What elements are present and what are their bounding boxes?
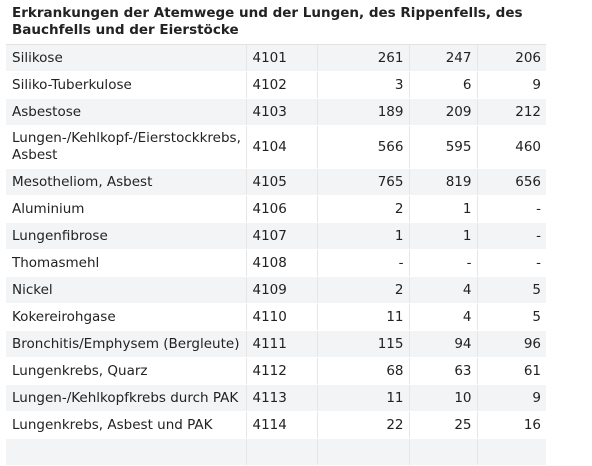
value-cell-1: 189 bbox=[317, 98, 410, 126]
value-cell-2: 63 bbox=[409, 357, 478, 385]
value-cell-1: 2 bbox=[317, 276, 410, 304]
disease-name-cell: Asbestose bbox=[6, 98, 247, 126]
value-cell-1: 3 bbox=[317, 71, 410, 99]
table-row: Bronchitis/Emphysem (Bergleute) 4111 115… bbox=[6, 330, 547, 358]
table-row: Kokereirohgase 4110 11 4 5 bbox=[6, 303, 547, 331]
table-row: Asbestose 4103 189 209 212 bbox=[6, 98, 547, 126]
value-cell-3: 16 bbox=[477, 411, 547, 439]
disease-code-cell: 4103 bbox=[246, 98, 318, 126]
disease-name-cell: Nickel bbox=[6, 276, 247, 304]
value-cell-3: 460 bbox=[477, 125, 547, 169]
value-cell-2: 595 bbox=[409, 125, 478, 169]
value-cell-2: 25 bbox=[409, 411, 478, 439]
value-cell-1: 765 bbox=[317, 168, 410, 196]
value-cell-3: 206 bbox=[477, 44, 547, 72]
table-row: Thomasmehl 4108 - - - bbox=[6, 249, 547, 277]
disease-name-cell: Lungenfibrose bbox=[6, 222, 247, 250]
disease-name-cell bbox=[6, 438, 247, 466]
table-row: Lungen-/Kehlkopfkrebs durch PAK 4113 11 … bbox=[6, 384, 547, 412]
disease-code-cell: 4101 bbox=[246, 44, 318, 72]
value-cell-3: 656 bbox=[477, 168, 547, 196]
value-cell-1: - bbox=[317, 249, 410, 277]
value-cell-1: 11 bbox=[317, 384, 410, 412]
disease-code-cell: 4109 bbox=[246, 276, 318, 304]
disease-name-cell: Bronchitis/Emphysem (Bergleute) bbox=[6, 330, 247, 358]
disease-code-cell: 4106 bbox=[246, 195, 318, 223]
value-cell-1: 22 bbox=[317, 411, 410, 439]
value-cell-3: 9 bbox=[477, 384, 547, 412]
value-cell-1: 1 bbox=[317, 222, 410, 250]
value-cell-1: 2 bbox=[317, 195, 410, 223]
value-cell-2: 819 bbox=[409, 168, 478, 196]
table-row: Lungen-/Kehlkopf-/Eierstockkrebs, Asbest… bbox=[6, 125, 547, 169]
value-cell-2: 6 bbox=[409, 71, 478, 99]
occupational-disease-table-container: Erkrankungen der Atemwege und der Lungen… bbox=[6, 0, 547, 466]
disease-name-cell: Kokereirohgase bbox=[6, 303, 247, 331]
disease-name-cell: Lungen-/Kehlkopfkrebs durch PAK bbox=[6, 384, 247, 412]
value-cell-2: 10 bbox=[409, 384, 478, 412]
value-cell-2: 209 bbox=[409, 98, 478, 126]
value-cell-2 bbox=[409, 438, 478, 466]
disease-code-cell: 4113 bbox=[246, 384, 318, 412]
disease-name-cell: Siliko-Tuberkulose bbox=[6, 71, 247, 99]
disease-code-cell: 4104 bbox=[246, 125, 318, 169]
value-cell-3: - bbox=[477, 195, 547, 223]
value-cell-1 bbox=[317, 438, 410, 466]
value-cell-1: 68 bbox=[317, 357, 410, 385]
disease-name-cell: Lungen-/Kehlkopf-/Eierstockkrebs, Asbest bbox=[6, 125, 247, 169]
value-cell-2: 247 bbox=[409, 44, 478, 72]
occupational-disease-table: Erkrankungen der Atemwege und der Lungen… bbox=[6, 0, 547, 466]
disease-code-cell: 4105 bbox=[246, 168, 318, 196]
value-cell-2: 94 bbox=[409, 330, 478, 358]
table-row: Siliko-Tuberkulose 4102 3 6 9 bbox=[6, 71, 547, 99]
value-cell-1: 566 bbox=[317, 125, 410, 169]
value-cell-1: 261 bbox=[317, 44, 410, 72]
disease-name-cell: Mesotheliom, Asbest bbox=[6, 168, 247, 196]
disease-code-cell: 4114 bbox=[246, 411, 318, 439]
disease-code-cell: 4102 bbox=[246, 71, 318, 99]
disease-name-cell: Lungenkrebs, Asbest und PAK bbox=[6, 411, 247, 439]
table-row: Lungenkrebs, Quarz 4112 68 63 61 bbox=[6, 357, 547, 385]
value-cell-3: 212 bbox=[477, 98, 547, 126]
disease-code-cell: 4110 bbox=[246, 303, 318, 331]
value-cell-2: 4 bbox=[409, 303, 478, 331]
value-cell-3: 61 bbox=[477, 357, 547, 385]
disease-code-cell: 4108 bbox=[246, 249, 318, 277]
disease-name-cell: Aluminium bbox=[6, 195, 247, 223]
value-cell-3: 5 bbox=[477, 276, 547, 304]
value-cell-2: 4 bbox=[409, 276, 478, 304]
value-cell-2: - bbox=[409, 249, 478, 277]
table-row: Mesotheliom, Asbest 4105 765 819 656 bbox=[6, 168, 547, 196]
value-cell-3: - bbox=[477, 222, 547, 250]
table-row: Lungenfibrose 4107 1 1 - bbox=[6, 222, 547, 250]
value-cell-2: 1 bbox=[409, 222, 478, 250]
value-cell-1: 11 bbox=[317, 303, 410, 331]
value-cell-3: 96 bbox=[477, 330, 547, 358]
disease-code-cell bbox=[246, 438, 318, 466]
value-cell-1: 115 bbox=[317, 330, 410, 358]
disease-name-cell: Lungenkrebs, Quarz bbox=[6, 357, 247, 385]
table-row bbox=[6, 438, 547, 466]
disease-name-cell: Silikose bbox=[6, 44, 247, 72]
disease-code-cell: 4111 bbox=[246, 330, 318, 358]
disease-code-cell: 4107 bbox=[246, 222, 318, 250]
disease-name-cell: Thomasmehl bbox=[6, 249, 247, 277]
value-cell-2: 1 bbox=[409, 195, 478, 223]
value-cell-3: 9 bbox=[477, 71, 547, 99]
table-row: Silikose 4101 261 247 206 bbox=[6, 44, 547, 72]
value-cell-3: - bbox=[477, 249, 547, 277]
section-heading: Erkrankungen der Atemwege und der Lungen… bbox=[6, 0, 547, 45]
value-cell-3 bbox=[477, 438, 547, 466]
table-row: Nickel 4109 2 4 5 bbox=[6, 276, 547, 304]
section-heading-row: Erkrankungen der Atemwege und der Lungen… bbox=[6, 0, 547, 45]
disease-code-cell: 4112 bbox=[246, 357, 318, 385]
table-row: Lungenkrebs, Asbest und PAK 4114 22 25 1… bbox=[6, 411, 547, 439]
table-row: Aluminium 4106 2 1 - bbox=[6, 195, 547, 223]
value-cell-3: 5 bbox=[477, 303, 547, 331]
